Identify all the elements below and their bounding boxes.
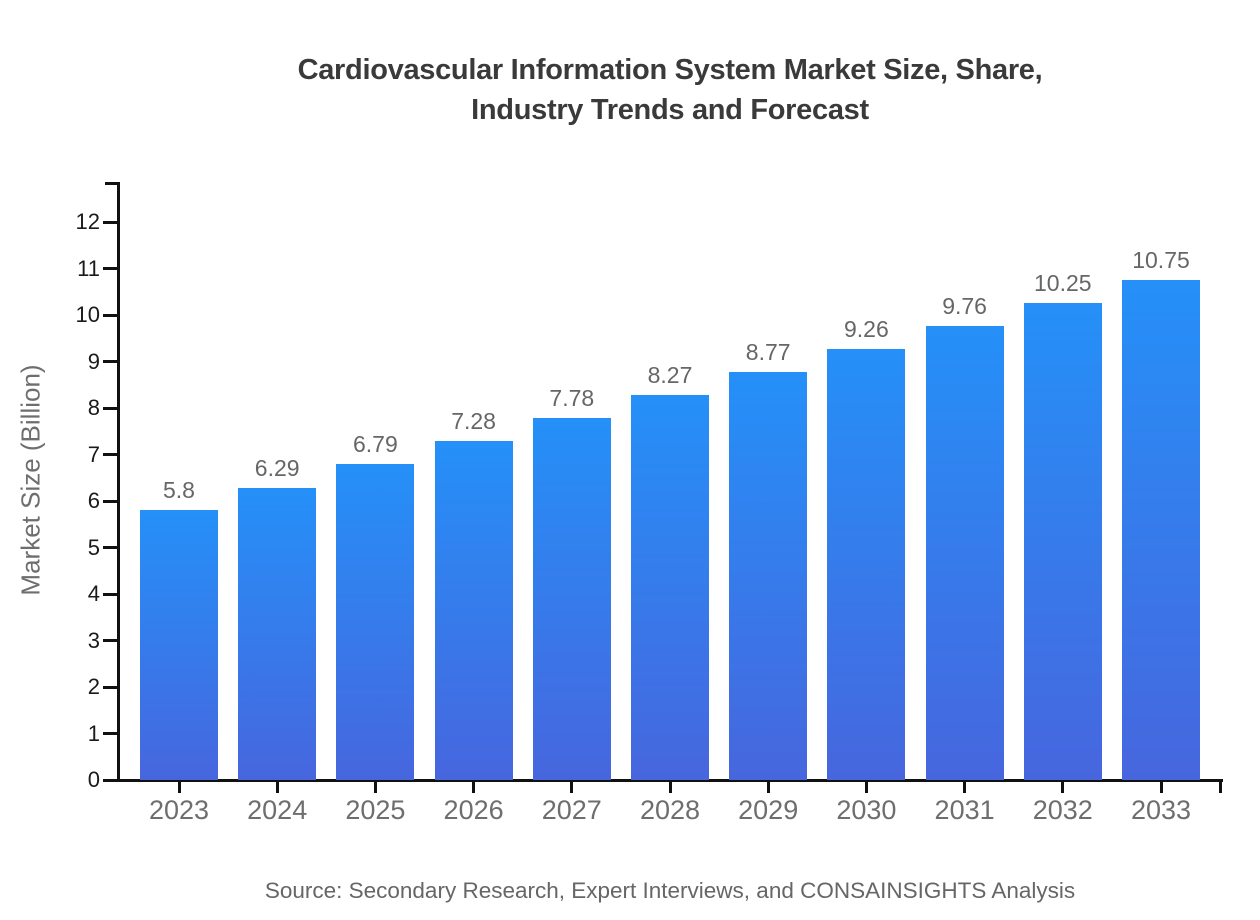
bar-value-label: 10.25 [1034, 270, 1092, 297]
x-axis-line [116, 778, 1223, 782]
chart-title-line1: Cardiovascular Information System Market… [297, 54, 1043, 86]
x-tick-mark [1061, 781, 1065, 793]
x-tick-mark [1159, 781, 1163, 793]
bar [827, 349, 906, 780]
bar-value-label: 9.76 [942, 293, 987, 320]
chart-title-line2: Industry Trends and Forecast [471, 94, 869, 126]
x-tick-label: 2024 [247, 795, 308, 825]
x-tick-label: 2027 [541, 795, 602, 825]
y-tick-mark [103, 220, 117, 224]
y-tick-label: 3 [87, 627, 100, 653]
y-tick-label: 6 [87, 488, 100, 513]
bar-value-label: 8.27 [647, 362, 693, 389]
x-axis-end-cap [1219, 778, 1222, 793]
y-tick-label: 10 [75, 302, 100, 327]
x-tick-label: 2028 [639, 795, 701, 825]
x-tick-label: 2031 [934, 795, 995, 825]
x-tick-mark [864, 781, 868, 793]
y-axis-line [116, 182, 120, 781]
x-tick-mark [668, 781, 672, 793]
bar-value-label: 6.79 [353, 431, 398, 458]
bar [238, 487, 317, 780]
x-tick-label: 2029 [738, 795, 799, 825]
x-tick-label: 2033 [1130, 795, 1192, 825]
bar [925, 326, 1004, 780]
y-tick-label: 1 [87, 720, 100, 746]
bar [729, 372, 808, 780]
y-tick-mark [103, 313, 117, 317]
bar [532, 418, 611, 780]
x-tick-mark [963, 781, 967, 793]
y-tick-mark [103, 499, 117, 503]
x-tick-label: 2026 [443, 795, 504, 825]
y-tick-mark [103, 778, 117, 782]
x-tick-mark [766, 781, 770, 793]
bar-value-label: 10.75 [1132, 247, 1190, 274]
x-tick-mark [570, 781, 574, 793]
bar [336, 464, 415, 780]
y-tick-mark [103, 592, 117, 596]
bar-value-label: 5.8 [163, 477, 195, 504]
bar-value-label: 7.78 [549, 385, 595, 412]
x-tick-mark [373, 781, 377, 793]
x-tick-label: 2032 [1032, 795, 1093, 825]
bar [1023, 303, 1102, 780]
y-tick-mark [103, 685, 117, 689]
bar-value-label: 6.29 [254, 454, 300, 481]
y-tick-mark [103, 639, 117, 642]
y-tick-mark [103, 406, 117, 410]
x-tick-mark [177, 781, 181, 793]
y-tick-label: 0 [87, 767, 100, 792]
y-tick-label: 4 [87, 581, 100, 606]
y-tick-label: 2 [87, 674, 100, 699]
x-tick-label: 2030 [836, 795, 897, 825]
y-tick-mark [103, 267, 117, 270]
bar-value-label: 8.77 [745, 339, 791, 366]
y-tick-label: 7 [87, 441, 100, 467]
y-tick-label: 8 [87, 395, 100, 420]
y-tick-mark [103, 546, 117, 549]
y-tick-label: 12 [75, 209, 100, 234]
y-tick-label: 9 [87, 348, 100, 374]
y-tick-mark [103, 732, 117, 735]
y-tick-mark [103, 453, 117, 456]
bar-value-label: 7.28 [451, 408, 496, 435]
chart-title: Cardiovascular Information System Market… [80, 50, 1260, 130]
x-tick-mark [472, 781, 476, 793]
bar [631, 395, 709, 780]
bar [1122, 280, 1200, 780]
bar [434, 441, 513, 780]
bar [140, 510, 218, 780]
x-tick-label: 2025 [345, 795, 406, 825]
x-tick-label: 2023 [148, 795, 210, 825]
y-tick-mark [103, 360, 117, 363]
bar-value-label: 9.26 [844, 316, 889, 343]
y-tick-label: 11 [77, 255, 100, 281]
y-tick-label: 5 [87, 534, 100, 560]
source-note: Source: Secondary Research, Expert Inter… [264, 878, 1076, 903]
y-axis-end-cap [105, 182, 119, 185]
x-tick-mark [275, 781, 279, 793]
